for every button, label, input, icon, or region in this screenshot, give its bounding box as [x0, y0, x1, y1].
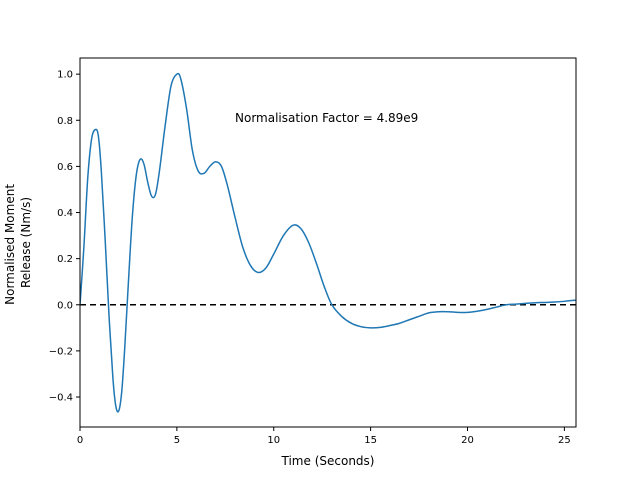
y-tick-label: −0.4: [49, 393, 73, 404]
x-tick-label: 10: [267, 435, 280, 446]
y-tick-label: 1.0: [57, 70, 73, 81]
x-tick-label: 5: [174, 435, 180, 446]
y-axis-label-line-2: Release (Nm/s): [19, 197, 33, 288]
x-tick-label: 15: [364, 435, 377, 446]
axes-frame: [79, 57, 577, 428]
y-axis-ticks: −0.4 −0.2 0.0 0.2 0.4 0.6 0.8 1.0: [49, 70, 80, 404]
plot-area: [80, 72, 576, 413]
y-tick-label: 0.8: [57, 116, 73, 127]
normalisation-annotation: Normalisation Factor = 4.89e9: [235, 111, 418, 125]
y-axis-label-line-1: Normalised Moment: [3, 184, 17, 305]
x-tick-label: 25: [558, 435, 571, 446]
x-axis-label: Time (Seconds): [281, 454, 375, 468]
x-tick-label: 0: [77, 435, 83, 446]
y-tick-label: 0.2: [57, 254, 73, 265]
y-tick-label: 0.0: [57, 300, 73, 311]
y-tick-label: 0.4: [57, 208, 73, 219]
y-tick-label: 0.6: [57, 162, 73, 173]
x-axis-ticks: 0 5 10 15 20 25: [77, 427, 571, 446]
series-line-0: [80, 72, 576, 413]
y-axis-label: Normalised Moment Release (Nm/s): [3, 180, 33, 305]
x-tick-label: 20: [461, 435, 474, 446]
y-tick-label: −0.2: [49, 346, 73, 357]
